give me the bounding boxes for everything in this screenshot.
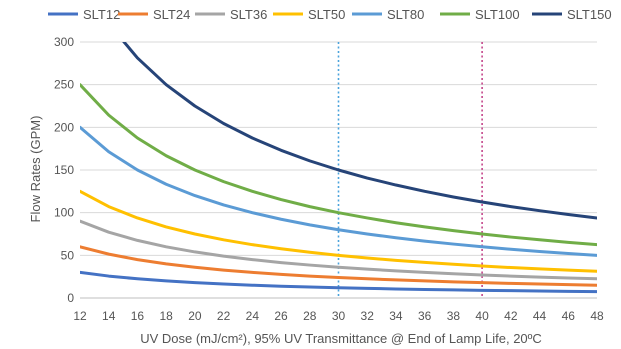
legend-item-slt36: SLT36	[195, 7, 267, 22]
legend-item-slt150: SLT150	[532, 7, 612, 22]
x-tick-label: 30	[332, 309, 346, 323]
series-line-slt24	[80, 245, 597, 287]
series-line-slt36	[80, 219, 597, 281]
legend-item-slt12: SLT12	[48, 7, 120, 22]
x-tick-label: 46	[562, 309, 576, 323]
x-tick-label: 38	[447, 309, 461, 323]
legend-label: SLT24	[153, 7, 190, 22]
x-tick-label: 22	[217, 309, 231, 323]
x-axis-title: UV Dose (mJ/cm²), 95% UV Transmittance @…	[140, 331, 542, 346]
y-tick-label: 250	[54, 78, 74, 92]
legend-item-slt24: SLT24	[118, 7, 190, 22]
legend-label: SLT80	[387, 7, 424, 22]
series-line-slt50	[80, 189, 597, 273]
x-tick-label: 42	[504, 309, 518, 323]
x-tick-label: 44	[533, 309, 547, 323]
y-tick-label: 300	[54, 35, 74, 49]
series-line-slt150	[122, 42, 597, 220]
axis-layer: 0 50 100 150 200 250 300 12 14 16 18 20 22 24 26 28 30 32…	[54, 35, 604, 323]
x-tick-label: 12	[73, 309, 87, 323]
x-tick-label: 24	[246, 309, 260, 323]
y-tick-label: 50	[61, 248, 75, 262]
x-tick-label: 28	[303, 309, 317, 323]
x-tick-label: 34	[389, 309, 403, 323]
series-line-slt80	[80, 125, 597, 257]
legend-label: SLT12	[83, 7, 120, 22]
legend-label: SLT50	[308, 7, 345, 22]
legend-label: SLT36	[230, 7, 267, 22]
series-layer	[80, 42, 597, 294]
x-tick-label: 36	[418, 309, 432, 323]
x-tick-label: 40	[475, 309, 489, 323]
legend-item-slt50: SLT50	[273, 7, 345, 22]
y-tick-label: 0	[67, 291, 74, 305]
legend-label: SLT100	[475, 7, 520, 22]
y-axis-title: Flow Rates (GPM)	[28, 116, 43, 223]
y-tick-label: 200	[54, 120, 74, 134]
y-tick-label: 100	[54, 206, 74, 220]
x-tick-label: 20	[188, 309, 202, 323]
x-tick-label: 48	[590, 309, 604, 323]
x-tick-label: 32	[361, 309, 375, 323]
series-line-slt100	[80, 83, 597, 247]
x-tick-label: 18	[159, 309, 173, 323]
x-tick-label: 16	[131, 309, 145, 323]
legend: SLT12 SLT24 SLT36 SLT50 SLT80 SLT100 SLT150	[48, 7, 612, 22]
x-tick-label: 26	[274, 309, 288, 323]
legend-label: SLT150	[567, 7, 612, 22]
legend-item-slt100: SLT100	[440, 7, 520, 22]
legend-item-slt80: SLT80	[352, 7, 424, 22]
series-line-slt12	[80, 270, 597, 294]
x-tick-label: 14	[102, 309, 116, 323]
y-tick-label: 150	[54, 163, 74, 177]
